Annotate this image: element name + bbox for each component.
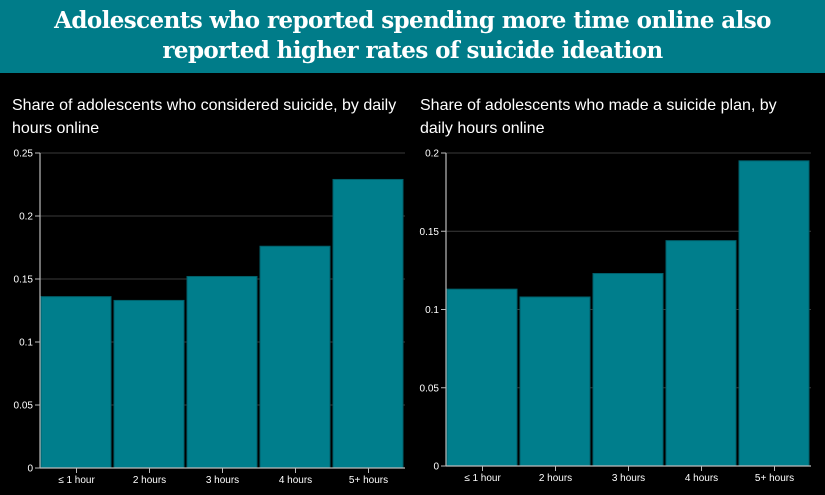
chart-title-suicide-plan: Share of adolescents who made a suicide …: [420, 97, 777, 137]
x-tick-label: 4 hours: [685, 473, 718, 484]
y-tick-label: 0.2: [19, 212, 33, 223]
bar: [738, 160, 810, 467]
x-tick-label: 3 hours: [206, 475, 239, 486]
x-tick-label: 4 hours: [279, 475, 312, 486]
y-tick-label: 0.05: [14, 401, 34, 412]
y-tick-label: 0.05: [420, 383, 440, 394]
bar: [186, 275, 258, 469]
x-tick-label: 2 hours: [539, 473, 572, 484]
x-tick-label: 2 hours: [133, 475, 166, 486]
page-title-line-2: reported higher rates of suicide ideatio…: [162, 37, 663, 64]
bar: [592, 273, 664, 467]
y-tick-label: 0.1: [425, 305, 439, 316]
y-tick-label: 0.1: [19, 338, 33, 349]
bar: [40, 296, 112, 469]
bar: [113, 299, 185, 469]
bar: [446, 288, 518, 467]
x-tick-label: 5+ hours: [755, 473, 794, 484]
y-tick-label: 0.15: [420, 227, 440, 238]
x-tick-label: 3 hours: [612, 473, 645, 484]
chart-title-considered-suicide: Share of adolescents who considered suic…: [12, 97, 397, 137]
bar: [259, 245, 331, 469]
x-tick-label: ≤ 1 hour: [464, 473, 501, 484]
bar: [332, 178, 404, 469]
y-tick-label: 0: [433, 462, 439, 473]
x-tick-label: ≤ 1 hour: [58, 475, 95, 486]
page-header: Adolescents who reported spending more t…: [0, 0, 825, 73]
page-title-line-1: Adolescents who reported spending more t…: [54, 7, 771, 34]
y-tick-label: 0.2: [425, 149, 439, 160]
bar: [665, 240, 737, 467]
y-tick-label: 0: [27, 464, 33, 475]
x-tick-label: 5+ hours: [349, 475, 388, 486]
bar: [519, 296, 591, 467]
y-tick-label: 0.15: [14, 275, 34, 286]
y-tick-label: 0.25: [14, 149, 34, 160]
